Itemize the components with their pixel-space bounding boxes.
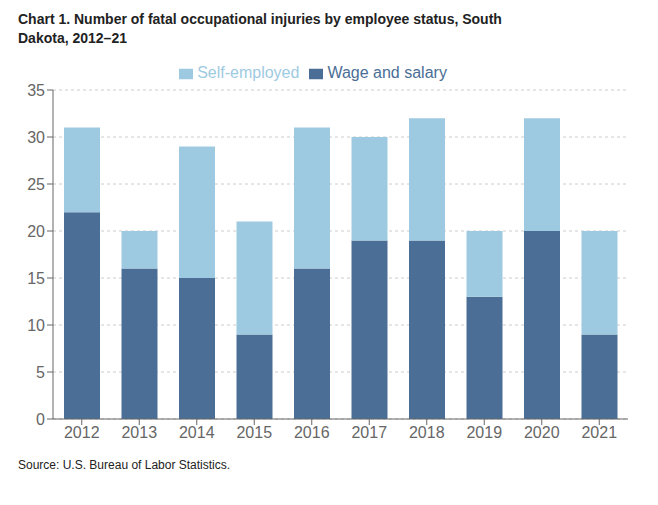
svg-text:2013: 2013 <box>121 424 157 441</box>
svg-text:2020: 2020 <box>524 424 560 441</box>
html-text:Chart 1. Number of fatal occup: Chart 1. Number of fatal occupational in… <box>18 11 502 27</box>
svg-text:5: 5 <box>36 364 45 381</box>
svg-text:2017: 2017 <box>351 424 387 441</box>
html-text:Dakota, 2012–21: Dakota, 2012–21 <box>18 30 127 46</box>
svg-text:15: 15 <box>27 270 45 287</box>
svg-text:2012: 2012 <box>64 424 100 441</box>
svg-text:2014: 2014 <box>179 424 215 441</box>
svg-text:35: 35 <box>27 82 45 99</box>
svg-text:0: 0 <box>36 411 45 428</box>
svg-text:25: 25 <box>27 176 45 193</box>
svg-text:2019: 2019 <box>466 424 502 441</box>
svg-text:2021: 2021 <box>581 424 617 441</box>
svg-text:10: 10 <box>27 317 45 334</box>
html-text:Wage and salary: Wage and salary <box>327 64 447 81</box>
svg-text:30: 30 <box>27 129 45 146</box>
html-text:Self-employed: Self-employed <box>197 64 300 81</box>
svg-text:2016: 2016 <box>294 424 330 441</box>
svg-text:2018: 2018 <box>409 424 445 441</box>
html-text:Source: U.S. Bureau of Labor S: Source: U.S. Bureau of Labor Statistics. <box>18 458 231 472</box>
svg-text:20: 20 <box>27 223 45 240</box>
svg-text:2015: 2015 <box>236 424 272 441</box>
